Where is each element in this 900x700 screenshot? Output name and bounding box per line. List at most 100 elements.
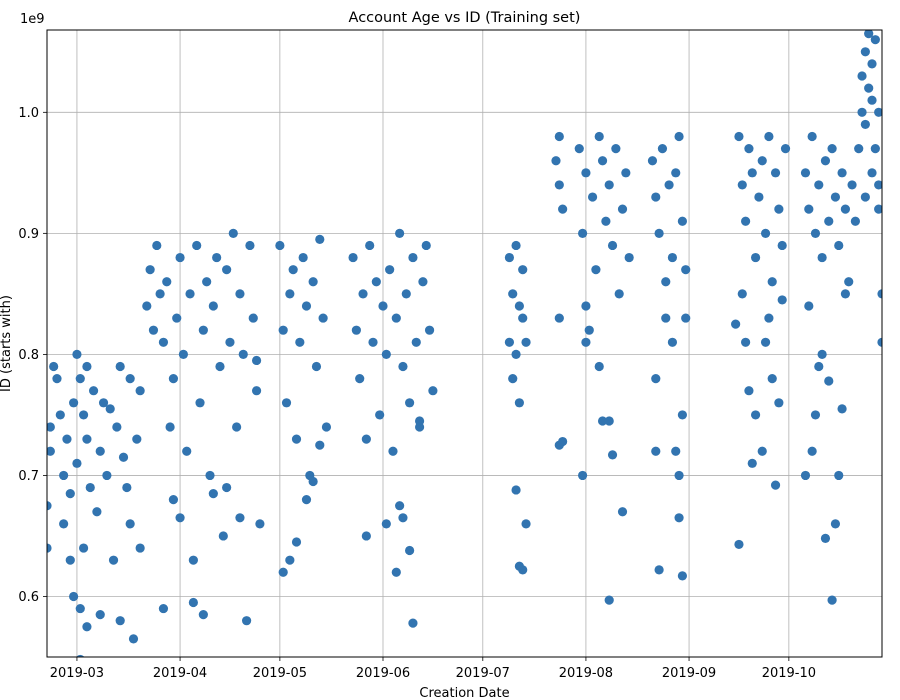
data-point (355, 374, 365, 384)
data-point (514, 301, 524, 311)
x-axis-label: Creation Date (419, 686, 509, 700)
data-point (518, 265, 528, 275)
data-point (158, 337, 169, 347)
data-point (125, 519, 135, 529)
data-point (368, 337, 378, 347)
x-tick-label: 2019-06 (356, 666, 410, 681)
data-point (677, 571, 687, 581)
data-point (235, 513, 245, 523)
data-point (308, 277, 318, 287)
data-point (774, 204, 784, 214)
data-point (315, 440, 325, 450)
data-point (401, 289, 411, 299)
data-point (770, 480, 781, 490)
data-point (278, 325, 288, 335)
data-point (92, 507, 102, 517)
data-point (222, 265, 232, 275)
data-point (148, 325, 159, 335)
data-point (205, 470, 215, 481)
data-point (162, 277, 172, 287)
data-point (411, 337, 421, 347)
data-point (518, 313, 528, 323)
data-point (388, 446, 398, 456)
data-point (558, 204, 568, 214)
data-point (744, 144, 754, 154)
data-point (754, 192, 764, 202)
data-point (744, 386, 754, 396)
x-tick-label: 2019-07 (456, 666, 510, 681)
data-point (78, 543, 89, 553)
data-point (308, 476, 318, 487)
data-point (760, 337, 771, 347)
data-point (358, 289, 368, 299)
data-point (351, 325, 361, 335)
data-point (800, 470, 811, 481)
data-point (820, 156, 831, 166)
data-point (192, 240, 202, 251)
data-point (597, 416, 608, 426)
data-point (734, 131, 744, 142)
data-point (757, 156, 767, 166)
data-point (215, 361, 225, 372)
data-point (731, 319, 741, 329)
data-point (508, 374, 518, 384)
y-tick-label: 1.0 (18, 106, 39, 121)
data-point (158, 603, 169, 614)
data-point (621, 168, 631, 178)
data-point (105, 404, 115, 414)
data-point (834, 470, 844, 481)
data-point (804, 301, 814, 311)
y-axis-label: ID (starts with) (0, 295, 14, 392)
data-point (291, 537, 302, 547)
plot-frame (46, 29, 883, 658)
data-point (807, 446, 817, 456)
data-point (617, 507, 628, 517)
data-point (69, 398, 79, 408)
data-point (112, 422, 122, 432)
data-point (424, 325, 435, 335)
data-point (95, 610, 105, 620)
data-point (381, 519, 391, 529)
y-tick-label: 0.6 (18, 590, 39, 605)
data-point (391, 567, 401, 577)
data-point (65, 555, 75, 565)
data-point (654, 228, 664, 238)
data-point (514, 398, 524, 408)
data-point (145, 265, 155, 275)
data-point (767, 277, 777, 287)
data-point (764, 131, 774, 142)
data-point (667, 252, 678, 263)
data-point (291, 434, 302, 444)
data-point (840, 289, 851, 299)
data-point (405, 545, 415, 556)
data-point (504, 337, 515, 347)
data-point (82, 622, 92, 632)
data-point (681, 313, 691, 323)
x-tick-label: 2019-08 (559, 666, 613, 681)
data-point (804, 204, 814, 214)
x-tick-label: 2019-09 (662, 666, 716, 681)
data-point (378, 301, 388, 311)
data-point (521, 337, 531, 347)
data-point (850, 216, 860, 226)
data-point (47, 501, 52, 511)
data-point (122, 482, 132, 493)
data-point (581, 168, 591, 178)
data-point (577, 470, 588, 481)
data-point (860, 47, 870, 57)
data-point (810, 410, 821, 420)
data-point (285, 289, 295, 299)
data-point (82, 361, 92, 372)
data-point (132, 434, 142, 444)
data-point (661, 277, 671, 287)
data-point (385, 265, 395, 275)
data-point (830, 192, 841, 202)
data-point (671, 168, 681, 178)
data-point (155, 289, 165, 299)
data-point (195, 398, 205, 408)
data-point (864, 30, 874, 39)
data-point (774, 398, 784, 408)
data-point (421, 240, 431, 251)
data-point (867, 95, 877, 105)
